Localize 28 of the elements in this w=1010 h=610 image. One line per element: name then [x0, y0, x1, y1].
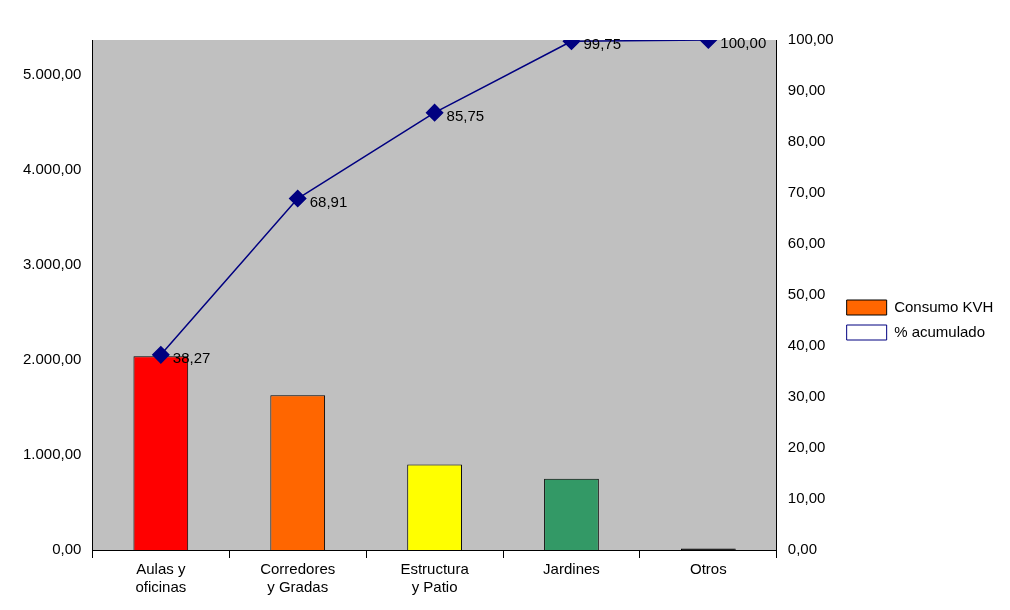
x-tick-label: Corredores y Gradas	[260, 560, 336, 596]
x-tick-label: Estructura y Patio	[400, 560, 470, 596]
y-tick-label: 3.000,00	[23, 255, 82, 273]
data-label: 68,91	[309, 192, 348, 210]
y2-tick-label: 10,00	[787, 489, 826, 507]
y2-tick-label: 0,00	[787, 540, 817, 558]
x-tick-label: Aulas y oficinas	[135, 560, 187, 596]
y-tick-label: 0,00	[52, 540, 82, 558]
y-tick-label: 4.000,00	[23, 160, 82, 178]
y-tick-label: 1.000,00	[23, 445, 82, 463]
y2-tick-label: 90,00	[787, 81, 826, 99]
y-tick-label: 2.000,00	[23, 350, 82, 368]
y2-tick-label: 20,00	[787, 438, 826, 456]
legend-label: % acumulado	[894, 322, 986, 340]
x-tick-label: Jardines	[543, 560, 600, 578]
y-tick-label: 5.000,00	[23, 65, 82, 83]
y2-tick-label: 30,00	[787, 387, 826, 405]
data-label: 38,27	[172, 348, 211, 366]
data-label: 85,75	[446, 106, 485, 124]
legend-label: Consumo KVH	[894, 297, 994, 315]
data-label: 100,00	[720, 34, 767, 52]
x-tick-label: Otros	[690, 560, 727, 578]
y2-tick-label: 80,00	[787, 132, 826, 150]
y2-tick-label: 100,00	[787, 30, 834, 48]
y2-tick-label: 60,00	[787, 234, 826, 252]
y2-tick-label: 40,00	[787, 336, 826, 354]
y2-tick-label: 70,00	[787, 183, 826, 201]
y2-tick-label: 50,00	[787, 285, 826, 303]
